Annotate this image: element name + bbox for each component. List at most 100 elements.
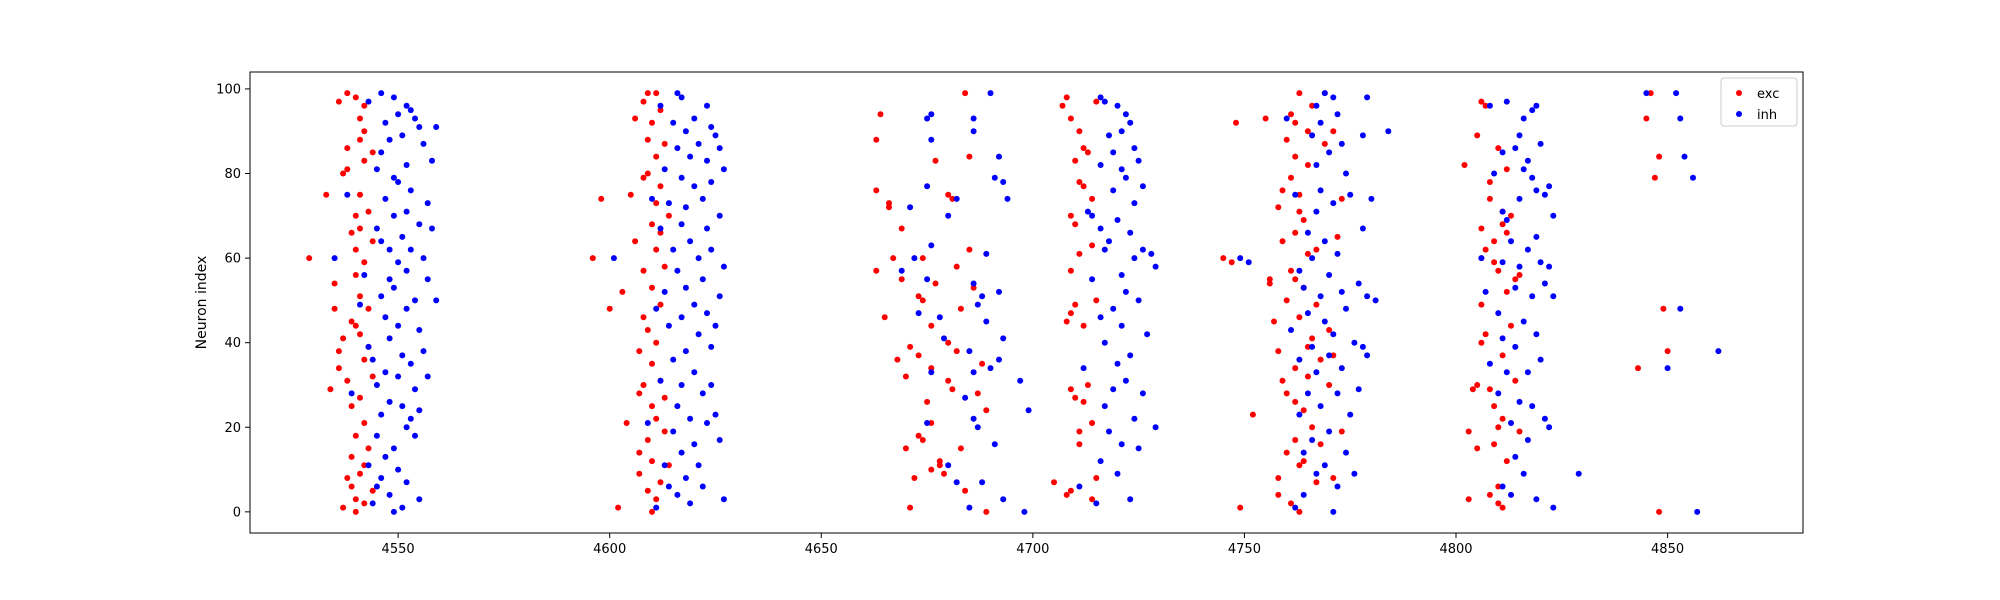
spike-point-exc <box>589 255 596 262</box>
spike-point-inh <box>691 441 698 448</box>
spike-point-inh <box>1110 187 1117 194</box>
spike-point-inh <box>1533 102 1540 109</box>
spike-point-inh <box>395 373 402 380</box>
spike-point-inh <box>1677 305 1684 312</box>
spike-point-inh <box>1643 90 1650 97</box>
spike-point-exc <box>970 284 977 291</box>
spike-point-exc <box>1499 221 1506 228</box>
spike-point-inh <box>412 432 418 439</box>
spike-point-inh <box>386 398 393 405</box>
spike-point-exc <box>1309 335 1316 342</box>
spike-point-exc <box>1063 491 1070 498</box>
spike-point-exc <box>924 398 931 405</box>
spike-point-inh <box>1304 310 1311 317</box>
spike-point-exc <box>344 475 351 481</box>
spike-point-inh <box>407 246 414 253</box>
spike-point-inh <box>1529 174 1536 181</box>
spike-point-exc <box>606 305 613 312</box>
spike-point-exc <box>1093 98 1100 105</box>
spike-point-exc <box>907 343 914 350</box>
spike-point-inh <box>708 343 715 350</box>
spike-point-inh <box>1288 327 1294 333</box>
spike-point-inh <box>399 132 406 139</box>
spike-point-inh <box>373 483 380 490</box>
spike-point-inh <box>1122 377 1129 384</box>
spike-point-inh <box>1106 132 1112 139</box>
spike-point-exc <box>653 90 660 97</box>
spike-point-inh <box>416 496 423 503</box>
spike-point-exc <box>873 136 880 143</box>
spike-point-exc <box>361 259 368 266</box>
spike-point-exc <box>1089 242 1096 249</box>
spike-point-exc <box>902 445 909 452</box>
spike-point-inh <box>1546 424 1553 431</box>
spike-point-exc <box>1491 238 1498 245</box>
spike-point-exc <box>1067 115 1074 122</box>
spike-point-inh <box>1131 200 1138 207</box>
spike-point-exc <box>357 394 363 401</box>
spike-point-inh <box>1000 335 1007 342</box>
spike-point-exc <box>1313 479 1320 486</box>
x-tick-label: 4650 <box>805 542 838 557</box>
spike-point-exc <box>1067 310 1074 317</box>
spike-point-exc <box>644 437 651 443</box>
spike-point-exc <box>1304 128 1311 135</box>
spike-point-inh <box>1313 208 1320 215</box>
spike-point-inh <box>1283 115 1290 122</box>
spike-point-exc <box>1076 428 1083 435</box>
spike-point-inh <box>412 115 418 122</box>
spike-point-inh <box>1245 259 1252 266</box>
spike-point-exc <box>1067 267 1074 274</box>
spike-point-exc <box>886 204 892 211</box>
spike-point-exc <box>627 191 634 198</box>
spike-point-exc <box>357 470 363 477</box>
spike-point-inh <box>1533 187 1540 194</box>
spike-point-exc <box>1656 153 1663 160</box>
spike-point-exc <box>335 348 342 355</box>
spike-point-exc <box>1296 314 1303 321</box>
legend-label-inh: inh <box>1757 108 1777 123</box>
spike-point-inh <box>1512 343 1519 350</box>
spike-point-inh <box>996 288 1002 295</box>
spike-point-exc <box>936 458 943 465</box>
spike-point-exc <box>644 327 651 333</box>
spike-point-inh <box>1317 119 1324 126</box>
spike-point-exc <box>1266 280 1273 287</box>
spike-point-exc <box>1326 382 1333 388</box>
spike-point-inh <box>670 246 677 253</box>
spike-point-exc <box>352 272 359 278</box>
spike-point-exc <box>348 318 355 325</box>
spike-point-inh <box>378 411 385 418</box>
spike-point-inh <box>378 475 385 481</box>
spike-point-inh <box>1296 267 1303 274</box>
spike-point-exc <box>1072 301 1079 308</box>
spike-point-inh <box>898 267 905 274</box>
spike-point-exc <box>344 145 351 152</box>
spike-point-inh <box>924 420 931 426</box>
spike-point-inh <box>1486 102 1493 109</box>
spike-point-inh <box>1093 500 1100 507</box>
spike-point-exc <box>1292 276 1299 283</box>
spike-point-exc <box>352 432 359 439</box>
spike-point-inh <box>403 267 410 274</box>
spike-point-inh <box>945 462 952 469</box>
spike-point-inh <box>924 183 931 190</box>
spike-point-inh <box>1300 449 1307 456</box>
spike-point-inh <box>416 221 423 228</box>
spike-point-inh <box>1529 107 1536 114</box>
spike-point-inh <box>1546 263 1553 270</box>
spike-point-inh <box>390 284 397 291</box>
spike-point-inh <box>1529 293 1536 300</box>
spike-point-exc <box>632 115 639 122</box>
spike-point-exc <box>344 166 351 173</box>
spike-point-inh <box>674 267 681 274</box>
spike-point-inh <box>429 157 435 164</box>
spike-point-exc <box>1304 373 1311 380</box>
spike-point-inh <box>1097 162 1104 168</box>
spike-point-exc <box>665 212 672 219</box>
spike-point-exc <box>644 170 651 177</box>
spike-point-inh <box>974 301 981 308</box>
spike-point-inh <box>962 394 969 401</box>
spike-point-exc <box>352 246 359 253</box>
spike-point-exc <box>949 195 956 202</box>
